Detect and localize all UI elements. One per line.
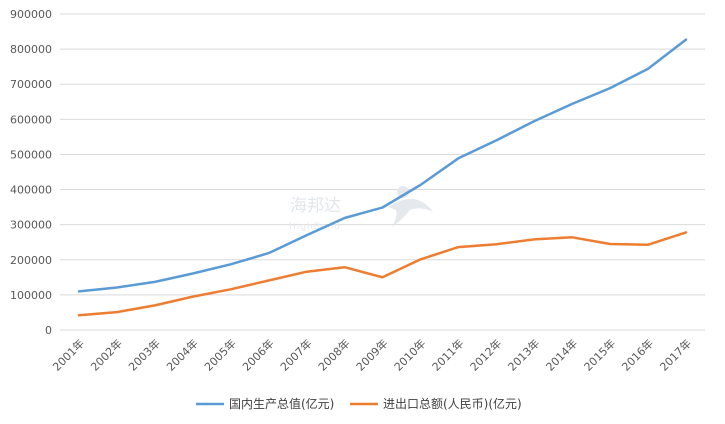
y-tick-label: 400000 xyxy=(10,184,52,197)
x-tick-label: 2005年 xyxy=(201,336,238,373)
y-axis-tick-labels: 0 100000 200000 300000 400000 500000 600000 700… xyxy=(10,8,52,337)
x-tick-label: 2002年 xyxy=(88,336,125,373)
x-tick-label: 2001年 xyxy=(50,336,87,373)
x-axis-tick-labels: 2001年 2002年 2003年 2004年 2005年 2006年 2007年 2008年… xyxy=(50,336,695,373)
gridlines xyxy=(60,13,705,331)
x-tick-label: 2009年 xyxy=(353,336,390,373)
y-tick-label: 100000 xyxy=(10,289,52,302)
watermark-text: 海邦达 xyxy=(290,196,341,216)
series-lines xyxy=(77,38,688,317)
y-tick-label: 300000 xyxy=(10,219,52,232)
series-line-1 xyxy=(77,231,688,317)
y-tick-label: 0 xyxy=(45,324,52,337)
y-tick-label: 600000 xyxy=(10,113,52,126)
y-tick-label: 200000 xyxy=(10,254,52,267)
legend-label: 国内生产总值(亿元) xyxy=(229,396,334,411)
legend: 国内生产总值(亿元) 进出口总额(人民币)(亿元) xyxy=(196,396,522,411)
x-tick-label: 2016年 xyxy=(619,336,656,373)
x-tick-label: 2011年 xyxy=(429,336,466,373)
watermark-subtext: HighBond xyxy=(289,222,341,232)
y-tick-label: 900000 xyxy=(10,8,52,21)
x-tick-label: 2013年 xyxy=(505,336,542,373)
x-tick-label: 2003年 xyxy=(125,336,162,373)
x-tick-label: 2008年 xyxy=(315,336,352,373)
x-tick-label: 2007年 xyxy=(277,336,314,373)
y-tick-label: 500000 xyxy=(10,148,52,161)
x-tick-label: 2010年 xyxy=(391,336,428,373)
y-tick-label: 700000 xyxy=(10,78,52,91)
x-tick-label: 2014年 xyxy=(543,336,580,373)
legend-label: 进出口总额(人民币)(亿元) xyxy=(383,396,522,411)
x-tick-label: 2012年 xyxy=(467,336,504,373)
y-tick-label: 800000 xyxy=(10,43,52,56)
x-tick-label: 2006年 xyxy=(239,336,276,373)
x-tick-label: 2004年 xyxy=(163,336,200,373)
series-line-0 xyxy=(77,38,688,293)
x-tick-label: 2015年 xyxy=(581,336,618,373)
x-tick-label: 2017年 xyxy=(657,336,694,373)
